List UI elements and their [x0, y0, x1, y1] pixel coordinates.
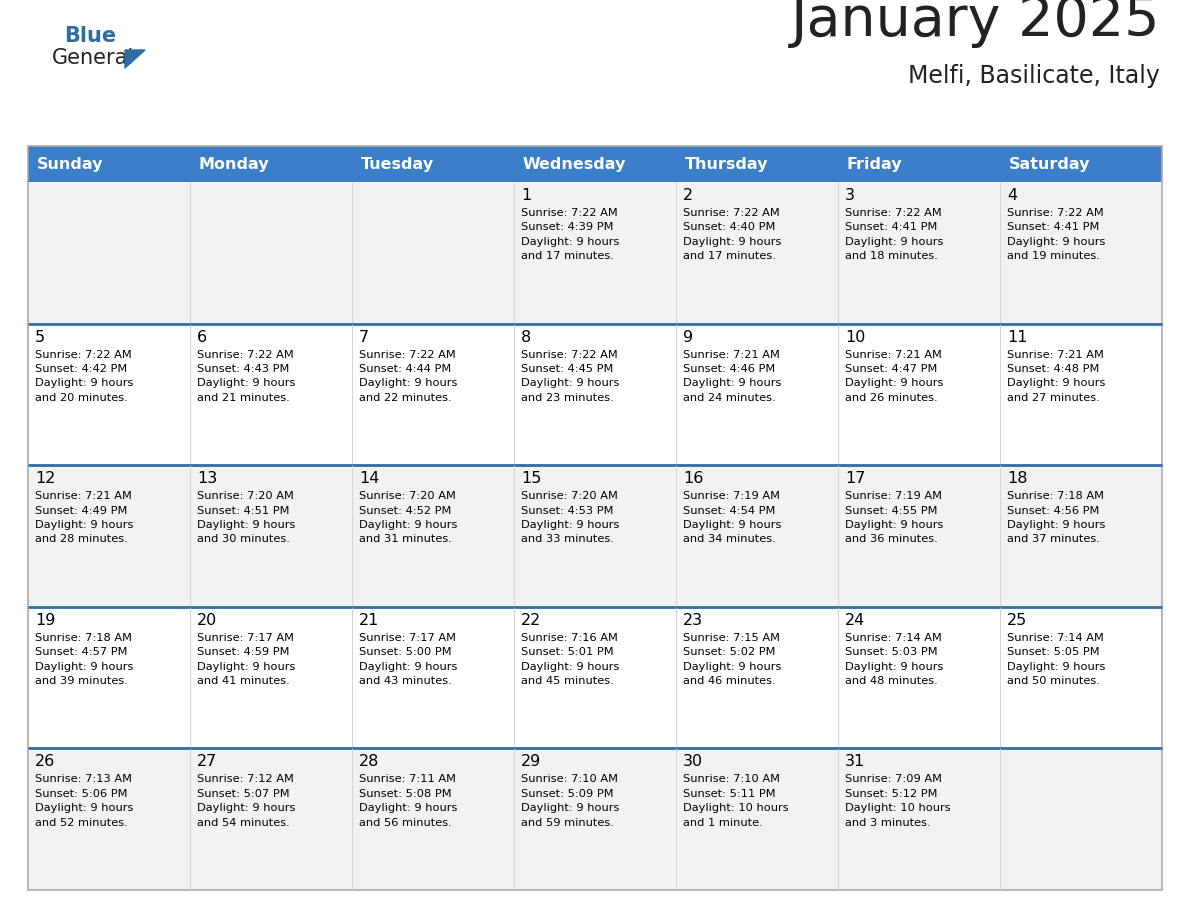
- Text: 1: 1: [522, 188, 531, 203]
- Bar: [838, 146, 1000, 182]
- Text: Monday: Monday: [200, 156, 270, 172]
- Text: Friday: Friday: [847, 156, 903, 172]
- Text: Sunrise: 7:10 AM
Sunset: 5:09 PM
Daylight: 9 hours
and 59 minutes.: Sunrise: 7:10 AM Sunset: 5:09 PM Dayligh…: [522, 775, 619, 828]
- Text: Sunrise: 7:22 AM
Sunset: 4:44 PM
Daylight: 9 hours
and 22 minutes.: Sunrise: 7:22 AM Sunset: 4:44 PM Dayligh…: [359, 350, 457, 403]
- Text: Sunrise: 7:12 AM
Sunset: 5:07 PM
Daylight: 9 hours
and 54 minutes.: Sunrise: 7:12 AM Sunset: 5:07 PM Dayligh…: [197, 775, 296, 828]
- Text: 22: 22: [522, 613, 542, 628]
- Text: Sunrise: 7:15 AM
Sunset: 5:02 PM
Daylight: 9 hours
and 46 minutes.: Sunrise: 7:15 AM Sunset: 5:02 PM Dayligh…: [683, 633, 782, 686]
- Text: Sunrise: 7:21 AM
Sunset: 4:48 PM
Daylight: 9 hours
and 27 minutes.: Sunrise: 7:21 AM Sunset: 4:48 PM Dayligh…: [1007, 350, 1105, 403]
- Text: 5: 5: [34, 330, 45, 344]
- Text: Tuesday: Tuesday: [361, 156, 434, 172]
- Text: Sunrise: 7:17 AM
Sunset: 4:59 PM
Daylight: 9 hours
and 41 minutes.: Sunrise: 7:17 AM Sunset: 4:59 PM Dayligh…: [197, 633, 296, 686]
- Bar: [676, 146, 838, 182]
- Text: Blue: Blue: [64, 26, 116, 46]
- Text: 14: 14: [359, 471, 379, 487]
- Bar: [514, 146, 676, 182]
- Text: 21: 21: [359, 613, 379, 628]
- Text: 31: 31: [845, 755, 865, 769]
- Text: Sunrise: 7:20 AM
Sunset: 4:52 PM
Daylight: 9 hours
and 31 minutes.: Sunrise: 7:20 AM Sunset: 4:52 PM Dayligh…: [359, 491, 457, 544]
- Text: 24: 24: [845, 613, 865, 628]
- Text: 11: 11: [1007, 330, 1028, 344]
- Text: Sunrise: 7:11 AM
Sunset: 5:08 PM
Daylight: 9 hours
and 56 minutes.: Sunrise: 7:11 AM Sunset: 5:08 PM Dayligh…: [359, 775, 457, 828]
- Text: Sunrise: 7:18 AM
Sunset: 4:57 PM
Daylight: 9 hours
and 39 minutes.: Sunrise: 7:18 AM Sunset: 4:57 PM Dayligh…: [34, 633, 133, 686]
- Text: Sunrise: 7:22 AM
Sunset: 4:43 PM
Daylight: 9 hours
and 21 minutes.: Sunrise: 7:22 AM Sunset: 4:43 PM Dayligh…: [197, 350, 296, 403]
- Text: 18: 18: [1007, 471, 1028, 487]
- Text: Sunrise: 7:22 AM
Sunset: 4:41 PM
Daylight: 9 hours
and 19 minutes.: Sunrise: 7:22 AM Sunset: 4:41 PM Dayligh…: [1007, 208, 1105, 262]
- Text: Sunrise: 7:18 AM
Sunset: 4:56 PM
Daylight: 9 hours
and 37 minutes.: Sunrise: 7:18 AM Sunset: 4:56 PM Dayligh…: [1007, 491, 1105, 544]
- Text: 4: 4: [1007, 188, 1017, 203]
- Text: Wednesday: Wednesday: [523, 156, 626, 172]
- Text: 19: 19: [34, 613, 56, 628]
- Text: Sunrise: 7:22 AM
Sunset: 4:40 PM
Daylight: 9 hours
and 17 minutes.: Sunrise: 7:22 AM Sunset: 4:40 PM Dayligh…: [683, 208, 782, 262]
- Bar: [29, 465, 1162, 607]
- Text: 30: 30: [683, 755, 703, 769]
- Text: Sunrise: 7:16 AM
Sunset: 5:01 PM
Daylight: 9 hours
and 45 minutes.: Sunrise: 7:16 AM Sunset: 5:01 PM Dayligh…: [522, 633, 619, 686]
- Text: Sunrise: 7:22 AM
Sunset: 4:41 PM
Daylight: 9 hours
and 18 minutes.: Sunrise: 7:22 AM Sunset: 4:41 PM Dayligh…: [845, 208, 943, 262]
- Text: 25: 25: [1007, 613, 1028, 628]
- Text: 9: 9: [683, 330, 693, 344]
- Text: 17: 17: [845, 471, 865, 487]
- Text: January 2025: January 2025: [790, 0, 1159, 48]
- Text: Sunrise: 7:21 AM
Sunset: 4:47 PM
Daylight: 9 hours
and 26 minutes.: Sunrise: 7:21 AM Sunset: 4:47 PM Dayligh…: [845, 350, 943, 403]
- Text: Sunrise: 7:21 AM
Sunset: 4:49 PM
Daylight: 9 hours
and 28 minutes.: Sunrise: 7:21 AM Sunset: 4:49 PM Dayligh…: [34, 491, 133, 544]
- Text: 10: 10: [845, 330, 865, 344]
- Text: Sunrise: 7:21 AM
Sunset: 4:46 PM
Daylight: 9 hours
and 24 minutes.: Sunrise: 7:21 AM Sunset: 4:46 PM Dayligh…: [683, 350, 782, 403]
- Text: 27: 27: [197, 755, 217, 769]
- Text: Sunrise: 7:13 AM
Sunset: 5:06 PM
Daylight: 9 hours
and 52 minutes.: Sunrise: 7:13 AM Sunset: 5:06 PM Dayligh…: [34, 775, 133, 828]
- Text: 16: 16: [683, 471, 703, 487]
- Text: Sunrise: 7:20 AM
Sunset: 4:53 PM
Daylight: 9 hours
and 33 minutes.: Sunrise: 7:20 AM Sunset: 4:53 PM Dayligh…: [522, 491, 619, 544]
- Bar: [1000, 146, 1162, 182]
- Text: Sunrise: 7:09 AM
Sunset: 5:12 PM
Daylight: 10 hours
and 3 minutes.: Sunrise: 7:09 AM Sunset: 5:12 PM Dayligh…: [845, 775, 950, 828]
- Text: 7: 7: [359, 330, 369, 344]
- Text: 26: 26: [34, 755, 56, 769]
- Text: 13: 13: [197, 471, 217, 487]
- Text: Sunrise: 7:14 AM
Sunset: 5:03 PM
Daylight: 9 hours
and 48 minutes.: Sunrise: 7:14 AM Sunset: 5:03 PM Dayligh…: [845, 633, 943, 686]
- Text: 6: 6: [197, 330, 207, 344]
- Text: Thursday: Thursday: [685, 156, 769, 172]
- Text: 3: 3: [845, 188, 855, 203]
- Text: 20: 20: [197, 613, 217, 628]
- Polygon shape: [125, 50, 145, 68]
- Text: 15: 15: [522, 471, 542, 487]
- Text: Sunrise: 7:20 AM
Sunset: 4:51 PM
Daylight: 9 hours
and 30 minutes.: Sunrise: 7:20 AM Sunset: 4:51 PM Dayligh…: [197, 491, 296, 544]
- Text: 12: 12: [34, 471, 56, 487]
- Bar: [29, 182, 1162, 324]
- Text: Sunrise: 7:10 AM
Sunset: 5:11 PM
Daylight: 10 hours
and 1 minute.: Sunrise: 7:10 AM Sunset: 5:11 PM Dayligh…: [683, 775, 789, 828]
- Text: Sunrise: 7:22 AM
Sunset: 4:45 PM
Daylight: 9 hours
and 23 minutes.: Sunrise: 7:22 AM Sunset: 4:45 PM Dayligh…: [522, 350, 619, 403]
- Bar: [29, 607, 1162, 748]
- Bar: [29, 324, 1162, 465]
- Text: Sunrise: 7:17 AM
Sunset: 5:00 PM
Daylight: 9 hours
and 43 minutes.: Sunrise: 7:17 AM Sunset: 5:00 PM Dayligh…: [359, 633, 457, 686]
- Text: Melfi, Basilicate, Italy: Melfi, Basilicate, Italy: [908, 64, 1159, 88]
- Text: Sunday: Sunday: [37, 156, 103, 172]
- Bar: [29, 146, 190, 182]
- Text: 8: 8: [522, 330, 531, 344]
- Text: Sunrise: 7:22 AM
Sunset: 4:39 PM
Daylight: 9 hours
and 17 minutes.: Sunrise: 7:22 AM Sunset: 4:39 PM Dayligh…: [522, 208, 619, 262]
- Text: General: General: [52, 48, 134, 68]
- Text: Sunrise: 7:19 AM
Sunset: 4:54 PM
Daylight: 9 hours
and 34 minutes.: Sunrise: 7:19 AM Sunset: 4:54 PM Dayligh…: [683, 491, 782, 544]
- Bar: [352, 146, 514, 182]
- Text: 28: 28: [359, 755, 379, 769]
- Bar: [29, 146, 1162, 890]
- Text: 23: 23: [683, 613, 703, 628]
- Text: Saturday: Saturday: [1009, 156, 1091, 172]
- Bar: [190, 146, 352, 182]
- Text: Sunrise: 7:19 AM
Sunset: 4:55 PM
Daylight: 9 hours
and 36 minutes.: Sunrise: 7:19 AM Sunset: 4:55 PM Dayligh…: [845, 491, 943, 544]
- Text: Sunrise: 7:22 AM
Sunset: 4:42 PM
Daylight: 9 hours
and 20 minutes.: Sunrise: 7:22 AM Sunset: 4:42 PM Dayligh…: [34, 350, 133, 403]
- Text: 2: 2: [683, 188, 693, 203]
- Bar: [29, 748, 1162, 890]
- Text: 29: 29: [522, 755, 542, 769]
- Text: Sunrise: 7:14 AM
Sunset: 5:05 PM
Daylight: 9 hours
and 50 minutes.: Sunrise: 7:14 AM Sunset: 5:05 PM Dayligh…: [1007, 633, 1105, 686]
